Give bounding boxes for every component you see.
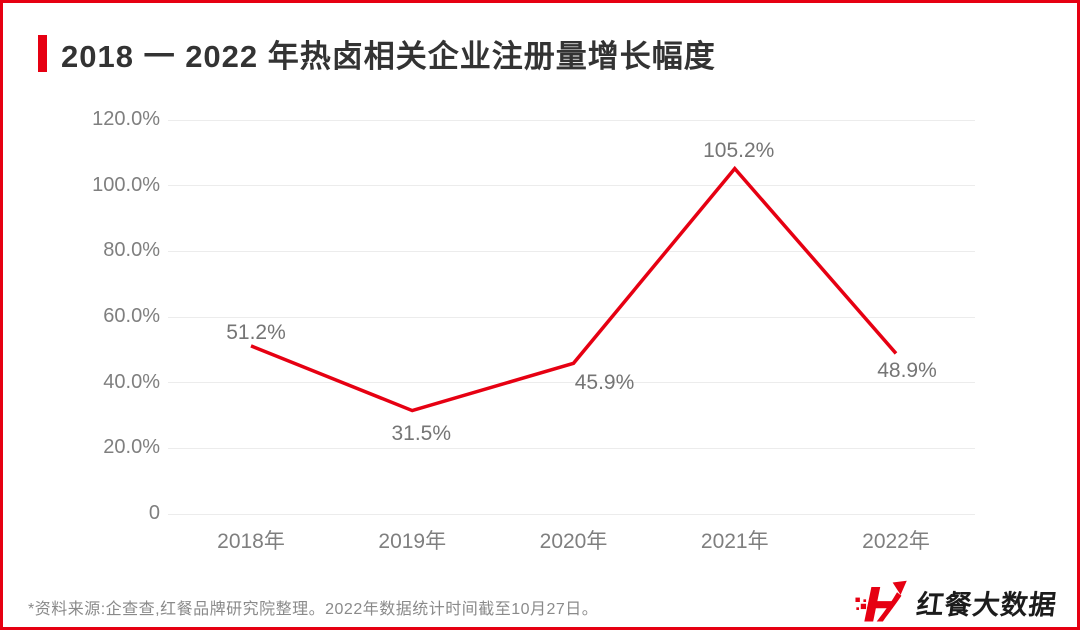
gridline xyxy=(168,316,975,318)
y-axis-tick-label: 0 xyxy=(148,502,160,524)
gridline xyxy=(168,185,975,187)
page-title: 2018 一 2022 年热卤相关企业注册量增长幅度 xyxy=(61,38,716,74)
y-axis-tick-label: 80.0% xyxy=(103,239,160,262)
brand-logo: 红餐大数据 xyxy=(853,579,1059,625)
y-axis-tick-label: 120.0% xyxy=(92,108,160,130)
hongcan-logo-icon xyxy=(855,580,907,622)
x-axis-tick-label: 2021年 xyxy=(700,530,769,553)
gridline xyxy=(168,447,975,449)
brand-logo-text: 红餐大数据 xyxy=(914,589,1059,620)
source-footnote: *资料来源:企查查,红餐品牌研究院整理。2022年数据统计时间截至10月27日。 xyxy=(28,601,599,618)
data-point-label: 45.9% xyxy=(574,371,635,395)
x-axis-tick-label: 2018年 xyxy=(217,530,285,553)
data-point-label: 51.2% xyxy=(226,320,286,344)
title-row: 2018 一 2022 年热卤相关企业注册量增长幅度 xyxy=(38,31,716,75)
x-axis-tick-label: 2019年 xyxy=(378,530,447,553)
data-point-label: 31.5% xyxy=(391,421,452,445)
title-accent-bar xyxy=(38,34,47,72)
y-axis-tick-label: 20.0% xyxy=(103,436,160,459)
y-axis-tick-label: 40.0% xyxy=(103,370,160,393)
gridline xyxy=(168,250,975,252)
data-point-label: 48.9% xyxy=(877,359,937,383)
y-axis-tick-label: 60.0% xyxy=(103,305,160,327)
data-point-label: 105.2% xyxy=(703,138,775,162)
gridline xyxy=(168,119,975,121)
gridline xyxy=(168,513,975,515)
x-axis-tick-label: 2022年 xyxy=(862,530,930,553)
y-axis-tick-label: 100.0% xyxy=(92,173,160,196)
x-axis-tick-label: 2020年 xyxy=(539,530,608,553)
